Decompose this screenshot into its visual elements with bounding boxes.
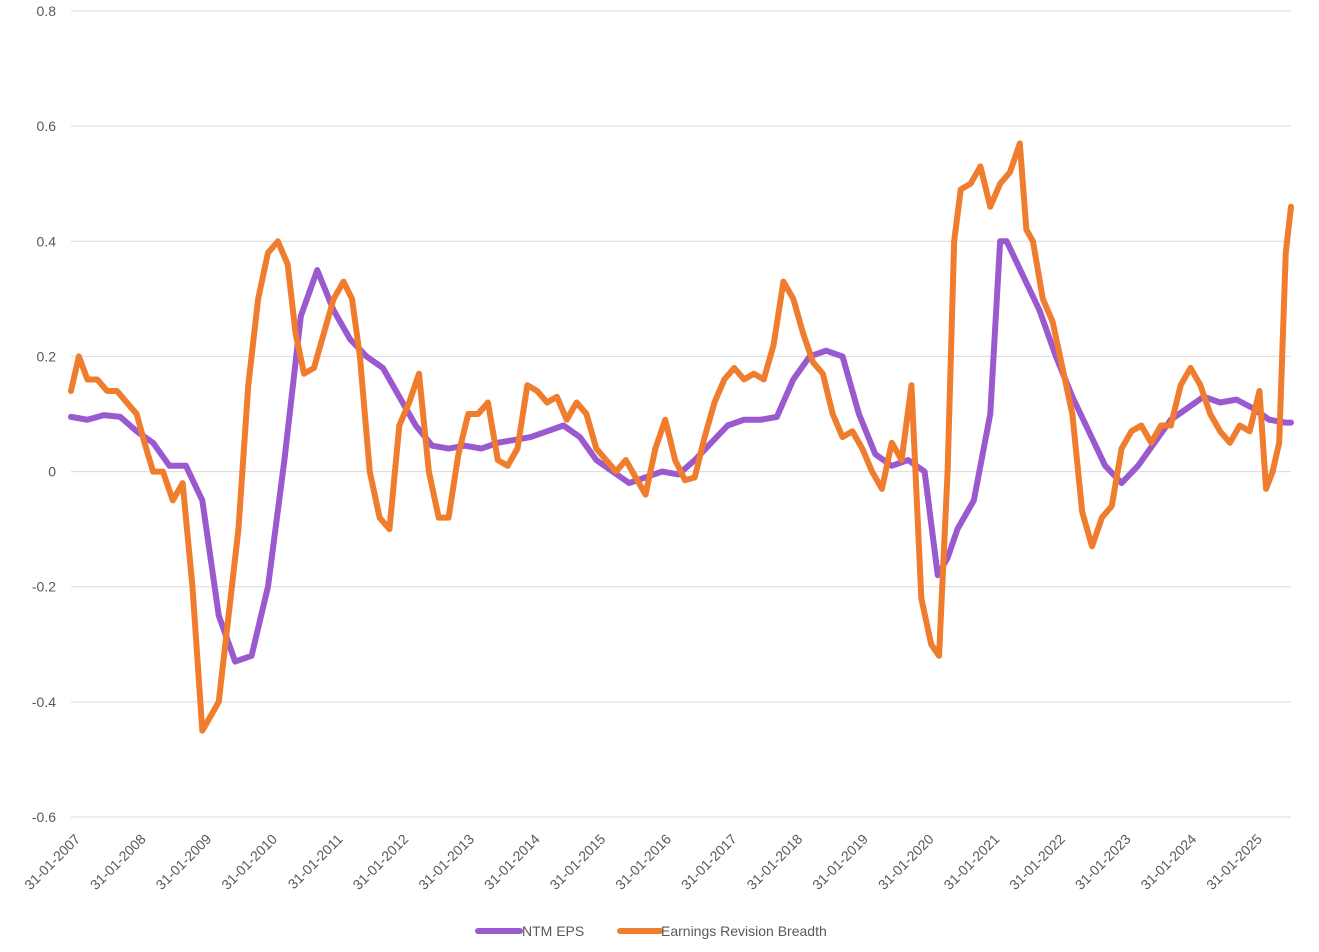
x-tick-label: 31-01-2008 [87, 831, 149, 893]
x-tick-label: 31-01-2011 [285, 831, 346, 892]
x-tick-label: 31-01-2019 [809, 831, 871, 893]
x-tick-label: 31-01-2022 [1006, 831, 1068, 893]
y-tick-label: -0.4 [32, 694, 56, 710]
y-tick-label: 0.4 [37, 233, 57, 249]
y-tick-label: 0.6 [37, 118, 57, 134]
x-tick-label: 31-01-2017 [678, 831, 740, 893]
x-tick-label: 31-01-2025 [1203, 831, 1265, 893]
x-tick-label: 31-01-2023 [1072, 831, 1134, 893]
x-tick-label: 31-01-2010 [218, 831, 280, 893]
x-tick-label: 31-01-2021 [940, 831, 1002, 893]
legend: NTM EPS Earnings Revision Breadth [475, 923, 827, 939]
x-tick-label: 31-01-2014 [481, 831, 543, 893]
x-axis-tick-labels: 31-01-2007 31-01-2008 31-01-2009 31-01-2010… [21, 831, 1265, 893]
y-tick-label: 0 [48, 464, 56, 480]
series-line-earnings-revision-breadth [68, 140, 1294, 734]
y-tick-label: 0.2 [37, 348, 57, 364]
x-tick-label: 31-01-2009 [152, 831, 214, 893]
x-tick-label: 31-01-2015 [546, 831, 608, 893]
y-axis-tick-labels: 0.8 0.6 0.4 0.2 0 -0.2 -0.4 -0.6 [32, 3, 56, 825]
x-tick-label: 31-01-2020 [875, 831, 937, 893]
legend-label-0: NTM EPS [522, 923, 584, 939]
series-line-ntm-eps [68, 238, 1294, 665]
x-tick-label: 31-01-2016 [612, 831, 674, 893]
x-tick-label: 31-01-2012 [349, 831, 411, 893]
series-lines [68, 140, 1294, 734]
y-tick-label: -0.6 [32, 809, 56, 825]
x-tick-label: 31-01-2018 [743, 831, 805, 893]
x-tick-label: 31-01-2013 [415, 831, 477, 893]
legend-label-1: Earnings Revision Breadth [661, 923, 827, 939]
x-tick-label: 31-01-2024 [1137, 831, 1199, 893]
gridlines [71, 10, 1291, 818]
y-tick-label: -0.2 [32, 579, 56, 595]
y-tick-label: 0.8 [37, 3, 57, 19]
x-tick-label: 31-01-2007 [21, 831, 83, 893]
